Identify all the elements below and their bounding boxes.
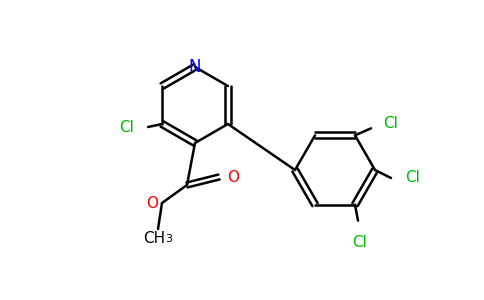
Text: N: N — [189, 58, 201, 76]
Text: 3: 3 — [165, 234, 172, 244]
Text: CH: CH — [143, 231, 165, 246]
Text: O: O — [227, 169, 239, 184]
Text: Cl: Cl — [383, 116, 398, 131]
Text: Cl: Cl — [405, 170, 420, 185]
Text: Cl: Cl — [119, 119, 134, 134]
Text: O: O — [146, 196, 158, 211]
Text: Cl: Cl — [352, 235, 367, 250]
